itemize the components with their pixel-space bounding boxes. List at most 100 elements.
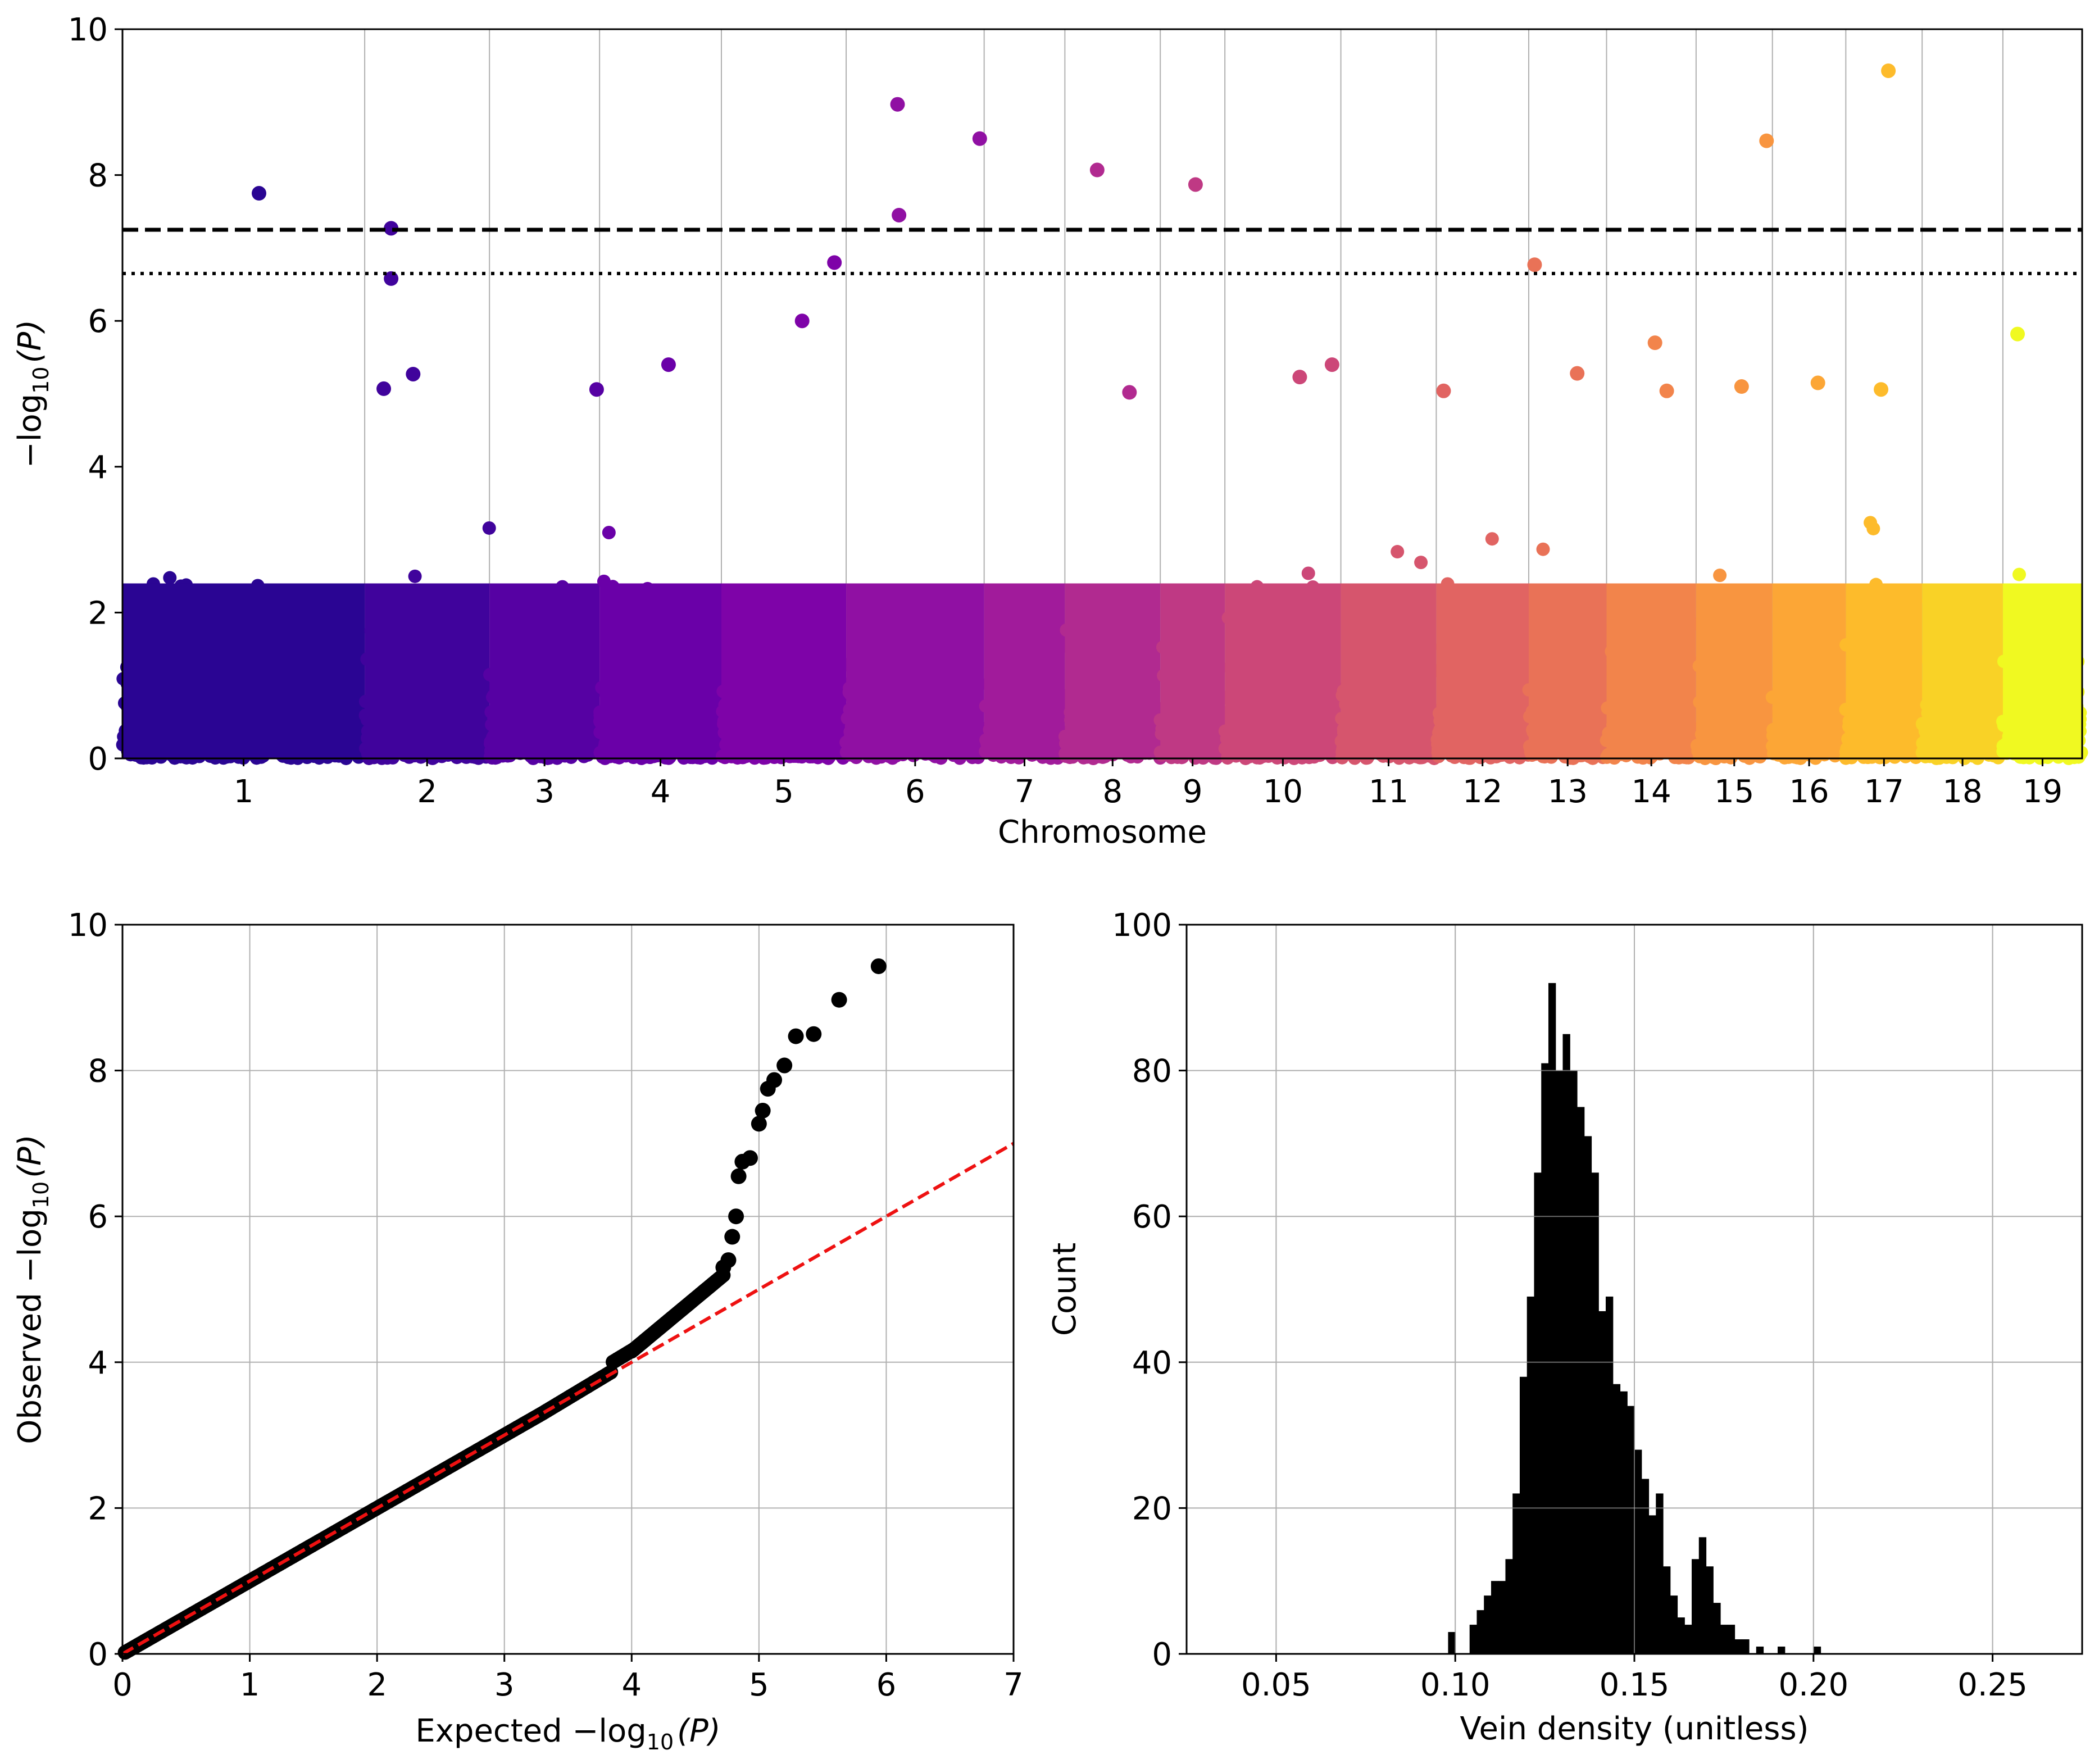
x-axis-label: Expected −log10 (P) [415,1713,720,1754]
qq-point [788,1028,804,1044]
snp-density-15 [1696,583,1773,758]
histogram-bar [1548,983,1556,1654]
qq-point [776,1057,793,1074]
histogram-bar [1663,1566,1671,1654]
histogram-bar [1576,1107,1585,1654]
top-snp-point [406,366,421,381]
histogram-bar [1713,1603,1721,1654]
snp-point [1536,542,1550,556]
chromosome-label: 7 [1015,774,1035,810]
snp-point [1485,532,1499,546]
top-snp-point [1734,379,1749,394]
chromosome-label: 8 [1102,774,1123,810]
x-axis-label-sub: 10 [647,1730,674,1754]
top-snp-point [1810,375,1825,390]
snp-point [163,571,177,585]
qq-point [831,992,847,1008]
x-axis-label-tail: (P) [677,1713,720,1749]
qq-frame [121,924,1015,1655]
top-snp-point [589,382,604,397]
snp-density-16 [1772,583,1846,758]
chromosome-label: 19 [2023,774,2062,810]
x-tick-label: 0.25 [1957,1667,2028,1703]
y-axis-label-main: −log [12,394,48,468]
qq-point [728,1208,744,1225]
snp-point [1414,556,1428,570]
histogram-bar [1534,1172,1542,1654]
chromosome-label: 18 [1942,774,1982,810]
top-snp-point [1874,382,1889,397]
qq-point [806,1026,822,1042]
top-snp-point [1881,63,1896,78]
histogram-bar [1778,1647,1785,1654]
y-axis-label: Count [1047,1243,1083,1336]
histogram-bar [1448,1632,1456,1654]
snp-density-3 [489,583,600,758]
qq-points [117,958,887,1660]
snp-point [1301,566,1315,580]
chromosome-label: 3 [534,774,555,810]
chromosome-label: 5 [774,774,794,810]
snp-density-1 [122,583,365,758]
histogram-bar [1648,1515,1656,1654]
top-snp-point [1436,383,1451,398]
histogram-bar [1505,1559,1513,1654]
snp-point [482,521,496,535]
y-tick-label: 0 [88,741,108,778]
histogram-bar [1541,1063,1549,1654]
snp-density-5 [721,583,847,758]
snp-density-8 [1065,583,1161,758]
y-tick-label: 2 [88,595,108,631]
snp-point [2012,567,2027,581]
x-tick-label: 6 [876,1667,897,1703]
top-snp-point [1089,162,1105,178]
top-snp-point [1659,383,1674,398]
histogram-bar [1756,1647,1764,1654]
y-tick-label: 8 [88,1053,108,1090]
snp-density-12 [1436,583,1529,758]
chromosome-label: 10 [1263,774,1303,810]
y-tick-label: 4 [88,1345,108,1381]
x-tick-label: 5 [749,1667,769,1703]
top-snp-point [1324,357,1339,372]
top-snp-point [1647,335,1662,351]
histogram-bar [1656,1493,1664,1654]
histogram-bar [1692,1559,1700,1654]
y-tick-label: 8 [88,158,108,194]
top-snp-point [384,221,399,236]
qq-point [870,958,887,974]
y-tick-label: 0 [88,1636,108,1673]
chromosome-label: 11 [1369,774,1409,810]
chromosome-label: 4 [651,774,671,810]
x-axis-label-main: Expected −log [415,1713,646,1749]
qq-point [720,1252,737,1269]
top-snp-point [794,313,810,329]
x-axis-label: Chromosome [998,814,1207,851]
histogram-bar [1670,1595,1678,1654]
qq-point [730,1168,747,1184]
y-tick-label: 60 [1132,1199,1172,1235]
histogram-bar [1734,1639,1742,1654]
histogram-bar [1627,1406,1635,1654]
histogram-bar [1484,1595,1492,1654]
y-tick-label: 40 [1132,1345,1172,1381]
top-snp-point [1188,177,1203,192]
histogram-bar [1677,1617,1685,1654]
histogram-bar [1598,1311,1606,1654]
histogram-plot: 0.05 0.10 0.15 0.20 0.25 0 20 40 60 80 100 Vein den… [1047,907,2083,1747]
snp-density-10 [1225,583,1341,758]
x-tick-label: 0.20 [1778,1667,1848,1703]
histogram-bar [1813,1647,1821,1654]
snp-density-11 [1341,583,1437,758]
snp-density-13 [1528,583,1607,758]
snp-point [1864,516,1878,530]
y-tick-label: 20 [1132,1490,1172,1527]
histogram-bar [1612,1384,1621,1654]
top-snp-point [890,97,905,112]
qq-point [724,1229,740,1245]
top-snp-point [2010,326,2025,342]
top-snp-point [972,131,987,146]
